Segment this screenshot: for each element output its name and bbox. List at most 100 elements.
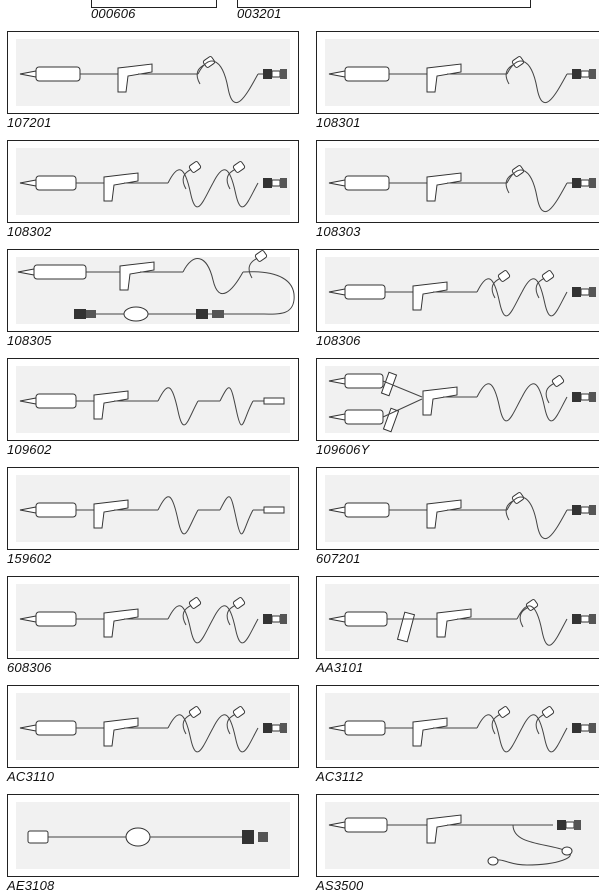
loop-end: [561, 846, 573, 856]
luer-lock: [242, 830, 254, 844]
luer-lock: [74, 309, 86, 319]
iv-set-illustration: [19, 161, 287, 208]
spike-tip: [19, 179, 37, 187]
port-cap: [232, 597, 246, 609]
spike-tip: [328, 821, 346, 829]
drip-chamber: [344, 373, 384, 389]
port-cap: [188, 161, 202, 173]
roller-clamp: [412, 281, 448, 311]
port-cap: [551, 375, 565, 387]
iv-set-illustration: [328, 371, 596, 433]
tubing-loop: [506, 169, 568, 212]
connector-cap: [271, 70, 281, 78]
injection-port: [182, 604, 193, 626]
product-code: 108306: [316, 333, 361, 348]
roller-clamp: [426, 172, 462, 202]
port-cap: [541, 706, 555, 718]
injection-port: [182, 168, 193, 190]
connector-end: [589, 178, 596, 188]
injection-port: [519, 606, 530, 628]
tubing-loop: [219, 387, 254, 426]
tubing-loop: [521, 714, 568, 753]
y-junction: [382, 380, 423, 418]
injection-port: [182, 713, 193, 735]
connector-end: [574, 820, 581, 830]
luer-lock: [572, 505, 581, 515]
spike-tip: [19, 506, 37, 514]
product-image-frame: [7, 249, 299, 332]
drip-chamber: [344, 720, 386, 736]
connector-cap: [580, 724, 590, 732]
product-image-frame: [316, 794, 599, 877]
luer-lock: [196, 309, 208, 319]
drip-chamber: [35, 502, 77, 518]
product-image-frame: [316, 31, 599, 114]
product-photo-background: [325, 802, 599, 869]
iv-set-illustration: [328, 492, 596, 539]
product-code: 108305: [7, 333, 52, 348]
product-code: 109602: [7, 442, 52, 457]
connector-cap: [271, 179, 281, 187]
product-image-frame: [316, 467, 599, 550]
roller-clamp: [103, 608, 139, 638]
iv-set-illustration: [19, 706, 287, 753]
connector-end: [280, 178, 287, 188]
port-cap: [511, 56, 525, 68]
spike-tip: [19, 724, 37, 732]
iv-set-illustration: [328, 599, 596, 646]
product-code: AS3500: [316, 878, 364, 893]
roller-clamp: [412, 717, 448, 747]
luer-lock: [572, 287, 581, 297]
spike-tip: [19, 70, 37, 78]
drip-chamber: [344, 817, 388, 833]
spike-tip: [328, 288, 346, 296]
roller-clamp: [103, 172, 139, 202]
port-cap: [188, 706, 202, 718]
drip-chamber: [344, 611, 388, 627]
port-cap: [254, 250, 268, 262]
drip-chamber: [344, 284, 386, 300]
luer-lock: [263, 614, 272, 624]
pinch-clamp: [396, 611, 416, 643]
tubing-loop: [182, 258, 244, 294]
drip-chamber: [35, 720, 77, 736]
spike-tip: [328, 413, 346, 421]
product-code: 608306: [7, 660, 52, 675]
tubing-loop: [197, 60, 259, 103]
spike-tip: [328, 179, 346, 187]
luer-lock: [557, 820, 566, 830]
tubing-loop: [212, 605, 259, 644]
iv-set-illustration: [17, 250, 295, 322]
product-image-frame: [7, 685, 299, 768]
roller-clamp: [426, 63, 462, 93]
product-image-frame: [316, 685, 599, 768]
product-image-frame: [7, 31, 299, 114]
product-image-frame: [7, 140, 299, 223]
product-image-frame: [7, 794, 299, 877]
connector-end: [589, 505, 596, 515]
product-code: 108301: [316, 115, 361, 130]
product-code: 159602: [7, 551, 52, 566]
filter-bulb: [123, 306, 149, 322]
luer-lock: [572, 392, 581, 402]
tubing-loop: [167, 169, 214, 208]
connector-end: [589, 392, 596, 402]
product-image-frame: [7, 576, 299, 659]
connector-cap: [580, 179, 590, 187]
product-image-frame: [316, 576, 599, 659]
previous-item-code-right: 003201: [237, 6, 282, 21]
connector-cap: [580, 393, 590, 401]
tubing-loop: [157, 496, 199, 535]
product-image-frame: [316, 249, 599, 332]
product-code: AE3108: [7, 878, 55, 893]
product-code: AC3112: [316, 769, 364, 784]
roller-clamp: [93, 499, 129, 529]
injection-port: [545, 382, 556, 404]
spike-tip: [17, 268, 35, 276]
spike-tip: [328, 615, 346, 623]
drip-chamber: [344, 502, 390, 518]
iv-set-illustration: [328, 270, 596, 317]
tubing-loop: [476, 278, 523, 317]
luer-lock: [263, 723, 272, 733]
drip-chamber: [35, 611, 77, 627]
